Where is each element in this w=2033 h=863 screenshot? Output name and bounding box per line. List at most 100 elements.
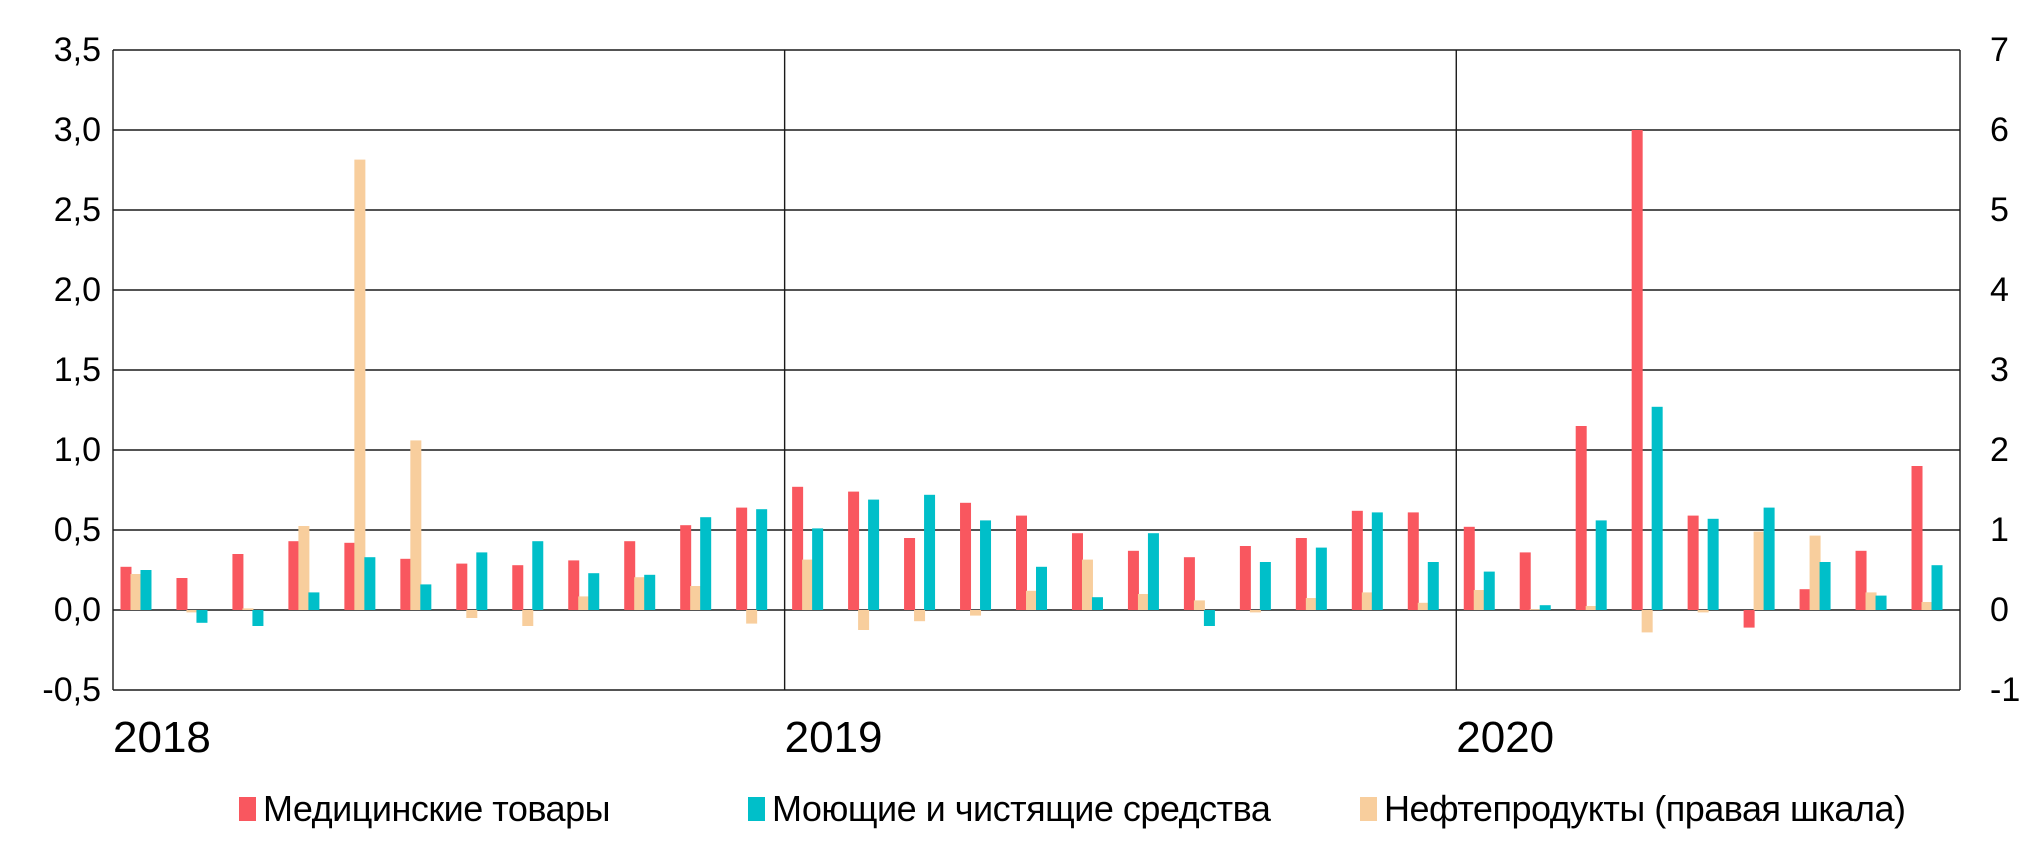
legend-label-detergents: Моющие и чистящие средства [772,788,1271,829]
bar-detergents-23 [1371,512,1383,610]
bar-medical-20 [1183,557,1195,610]
bar-detergents-22 [1315,547,1327,610]
bar-petroleum-22 [1305,598,1317,610]
bar-medical-14 [848,491,860,610]
bar-medical-33 [1911,466,1923,610]
bar-petroleum-15 [914,610,926,622]
bar-petroleum-17 [1026,590,1037,610]
bar-detergents-1 [140,570,152,610]
bar-medical-7 [456,563,468,610]
bar-petroleum-2 [186,610,198,613]
legend-label-medical: Медицинские товары [263,788,610,829]
left-axis-tick-2,5: 2,5 [54,191,101,229]
bar-detergents-19 [1147,533,1159,610]
bar-medical-12 [736,507,748,610]
x-axis-year-2020: 2020 [1456,713,1554,762]
bar-detergents-15 [924,494,936,610]
bar-medical-3 [232,554,244,610]
bar-medical-1 [120,566,132,610]
bar-medical-28 [1631,130,1643,610]
bar-detergents-32 [1875,595,1887,610]
bar-medical-17 [1016,515,1027,610]
bar-detergents-33 [1931,565,1943,610]
bar-detergents-12 [756,509,768,610]
x-axis-year-2018: 2018 [113,713,211,762]
bar-detergents-7 [476,552,488,610]
bar-petroleum-8 [522,610,534,626]
bar-medical-30 [1743,610,1755,628]
bar-medical-19 [1127,550,1139,610]
bar-petroleum-14 [858,610,870,630]
right-axis-tick-2: 2 [1990,431,2009,469]
bar-medical-18 [1071,533,1083,610]
bar-petroleum-1 [130,574,142,610]
bar-medical-23 [1351,510,1363,610]
bar-detergents-5 [364,557,376,610]
bar-petroleum-26 [1529,609,1541,610]
bar-medical-31 [1799,589,1811,610]
bar-medical-6 [400,558,412,610]
bar-detergents-24 [1427,562,1439,610]
bar-petroleum-32 [1865,592,1877,610]
bar-petroleum-9 [578,596,590,610]
bar-petroleum-4 [298,526,310,610]
bar-petroleum-19 [1137,594,1149,610]
bar-detergents-21 [1259,562,1271,610]
bar-petroleum-16 [970,610,982,616]
bar-detergents-4 [308,592,320,610]
bar-petroleum-12 [746,610,758,624]
left-axis-tick-0,0: 0,0 [54,591,101,629]
left-axis-tick-1,0: 1,0 [54,431,101,469]
bar-medical-26 [1519,552,1531,610]
legend-item-detergents: Моющие и чистящие средства [748,788,1271,829]
bar-petroleum-10 [634,577,646,610]
bar-medical-13 [792,486,804,610]
bar-medical-15 [904,538,916,610]
bar-medical-16 [960,502,972,610]
x-axis-year-2019: 2019 [785,713,883,762]
bar-petroleum-5 [354,159,366,610]
bar-medical-27 [1575,426,1587,610]
left-axis-tick--0,5: -0,5 [42,671,101,709]
bar-detergents-31 [1819,562,1831,610]
right-axis-tick-5: 5 [1990,191,2009,229]
bar-detergents-10 [644,574,656,610]
bar-petroleum-3 [242,608,254,610]
bar-petroleum-25 [1473,590,1485,610]
bar-detergents-11 [700,517,712,610]
bar-detergents-14 [868,499,880,610]
right-axis-tick-6: 6 [1990,111,2009,149]
bar-detergents-8 [532,541,544,610]
bar-detergents-28 [1651,406,1663,610]
bar-medical-25 [1463,526,1475,610]
legend-item-medical: Медицинские товары [239,789,610,829]
bar-detergents-17 [1036,566,1047,610]
bar-petroleum-21 [1249,610,1261,613]
left-axis-tick-1,5: 1,5 [54,351,101,389]
bar-petroleum-31 [1809,535,1821,610]
bar-petroleum-23 [1361,592,1373,610]
bar-petroleum-27 [1585,606,1597,610]
bar-medical-5 [344,542,356,610]
bar-medical-4 [288,541,300,610]
bar-medical-22 [1295,538,1307,610]
bar-medical-29 [1687,515,1699,610]
right-axis-tick--1: -1 [1990,671,2020,709]
bar-detergents-6 [420,584,432,610]
right-axis-tick-0: 0 [1990,591,2009,629]
bar-detergents-16 [980,520,992,610]
right-axis-tick-7: 7 [1990,31,2009,69]
bar-petroleum-24 [1417,602,1429,610]
bar-petroleum-29 [1697,610,1709,613]
bar-detergents-20 [1203,610,1215,626]
left-axis-tick-2,0: 2,0 [54,271,101,309]
right-axis-tick-1: 1 [1990,511,2009,549]
legend-swatch-medical [239,797,256,821]
bar-detergents-30 [1763,507,1775,610]
legend-swatch-petroleum [1360,797,1377,821]
bar-petroleum-33 [1921,602,1933,610]
bar-petroleum-6 [410,440,422,610]
bar-medical-2 [176,578,188,610]
legend-swatch-detergents [748,797,765,821]
left-axis-tick-3,5: 3,5 [54,31,101,69]
